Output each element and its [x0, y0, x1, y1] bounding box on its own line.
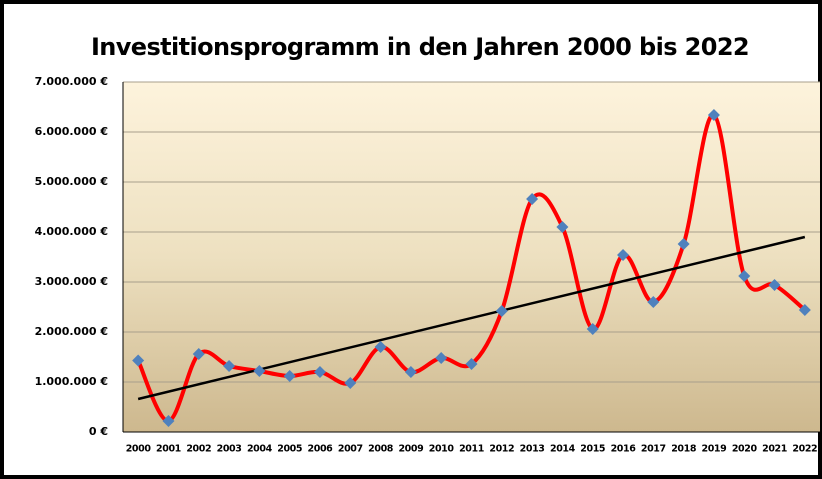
y-tick-label: 3.000.000 €	[35, 275, 108, 288]
x-tick-label: 2003	[217, 444, 242, 455]
x-tick-label: 2015	[580, 444, 605, 455]
x-tick-label: 2017	[641, 444, 666, 455]
y-tick-label: 4.000.000 €	[35, 225, 108, 238]
x-tick-label: 2006	[308, 444, 334, 455]
x-tick-label: 2008	[368, 444, 394, 455]
y-tick-label: 5.000.000 €	[35, 175, 108, 188]
marker	[374, 341, 387, 353]
x-tick-label: 2018	[671, 444, 697, 455]
marker	[132, 354, 145, 367]
x-tick-label: 2001	[156, 444, 181, 455]
x-tick-label: 2010	[429, 444, 455, 455]
y-tick-label: 7.000.000 €	[35, 75, 108, 88]
marker	[556, 221, 569, 233]
marker	[798, 304, 811, 316]
marker	[192, 348, 205, 360]
marker	[162, 415, 175, 427]
chart-title: Investitionsprogramm in den Jahren 2000 …	[91, 33, 749, 61]
marker	[586, 323, 599, 335]
marker	[223, 360, 236, 372]
x-tick-label: 2014	[550, 444, 576, 455]
y-tick-label: 0 €	[89, 425, 108, 438]
marker	[526, 193, 539, 205]
x-tick-label: 2019	[702, 444, 727, 455]
marker	[647, 296, 660, 308]
x-tick-label: 2016	[611, 444, 637, 455]
x-tick-label: 2004	[247, 444, 273, 455]
marker	[768, 279, 781, 291]
y-tick-label: 2.000.000 €	[35, 325, 108, 338]
marker	[253, 365, 266, 377]
marker	[313, 366, 326, 378]
marker	[617, 249, 630, 261]
marker	[404, 366, 417, 378]
trend-line	[137, 235, 806, 401]
marker	[738, 270, 751, 282]
plot-area	[123, 82, 820, 432]
x-tick-label: 2007	[338, 444, 363, 455]
marker	[283, 370, 296, 382]
x-tick-label: 2021	[762, 444, 787, 455]
x-tick-label: 2009	[398, 444, 423, 455]
marker	[495, 305, 508, 317]
x-tick-label: 2000	[126, 444, 152, 455]
x-tick-label: 2011	[459, 444, 484, 455]
marker	[435, 352, 448, 364]
marker	[707, 109, 720, 121]
marker	[465, 358, 478, 370]
x-tick-label: 2012	[489, 444, 514, 455]
x-tick-label: 2013	[520, 444, 545, 455]
marker	[344, 377, 357, 389]
y-tick-label: 6.000.000 €	[35, 125, 108, 138]
y-tick-label: 1.000.000 €	[35, 375, 108, 388]
marker	[677, 238, 690, 250]
x-tick-label: 2020	[732, 444, 758, 455]
x-tick-label: 2002	[186, 444, 211, 455]
x-tick-label: 2022	[792, 444, 817, 455]
x-tick-label: 2005	[277, 444, 302, 455]
